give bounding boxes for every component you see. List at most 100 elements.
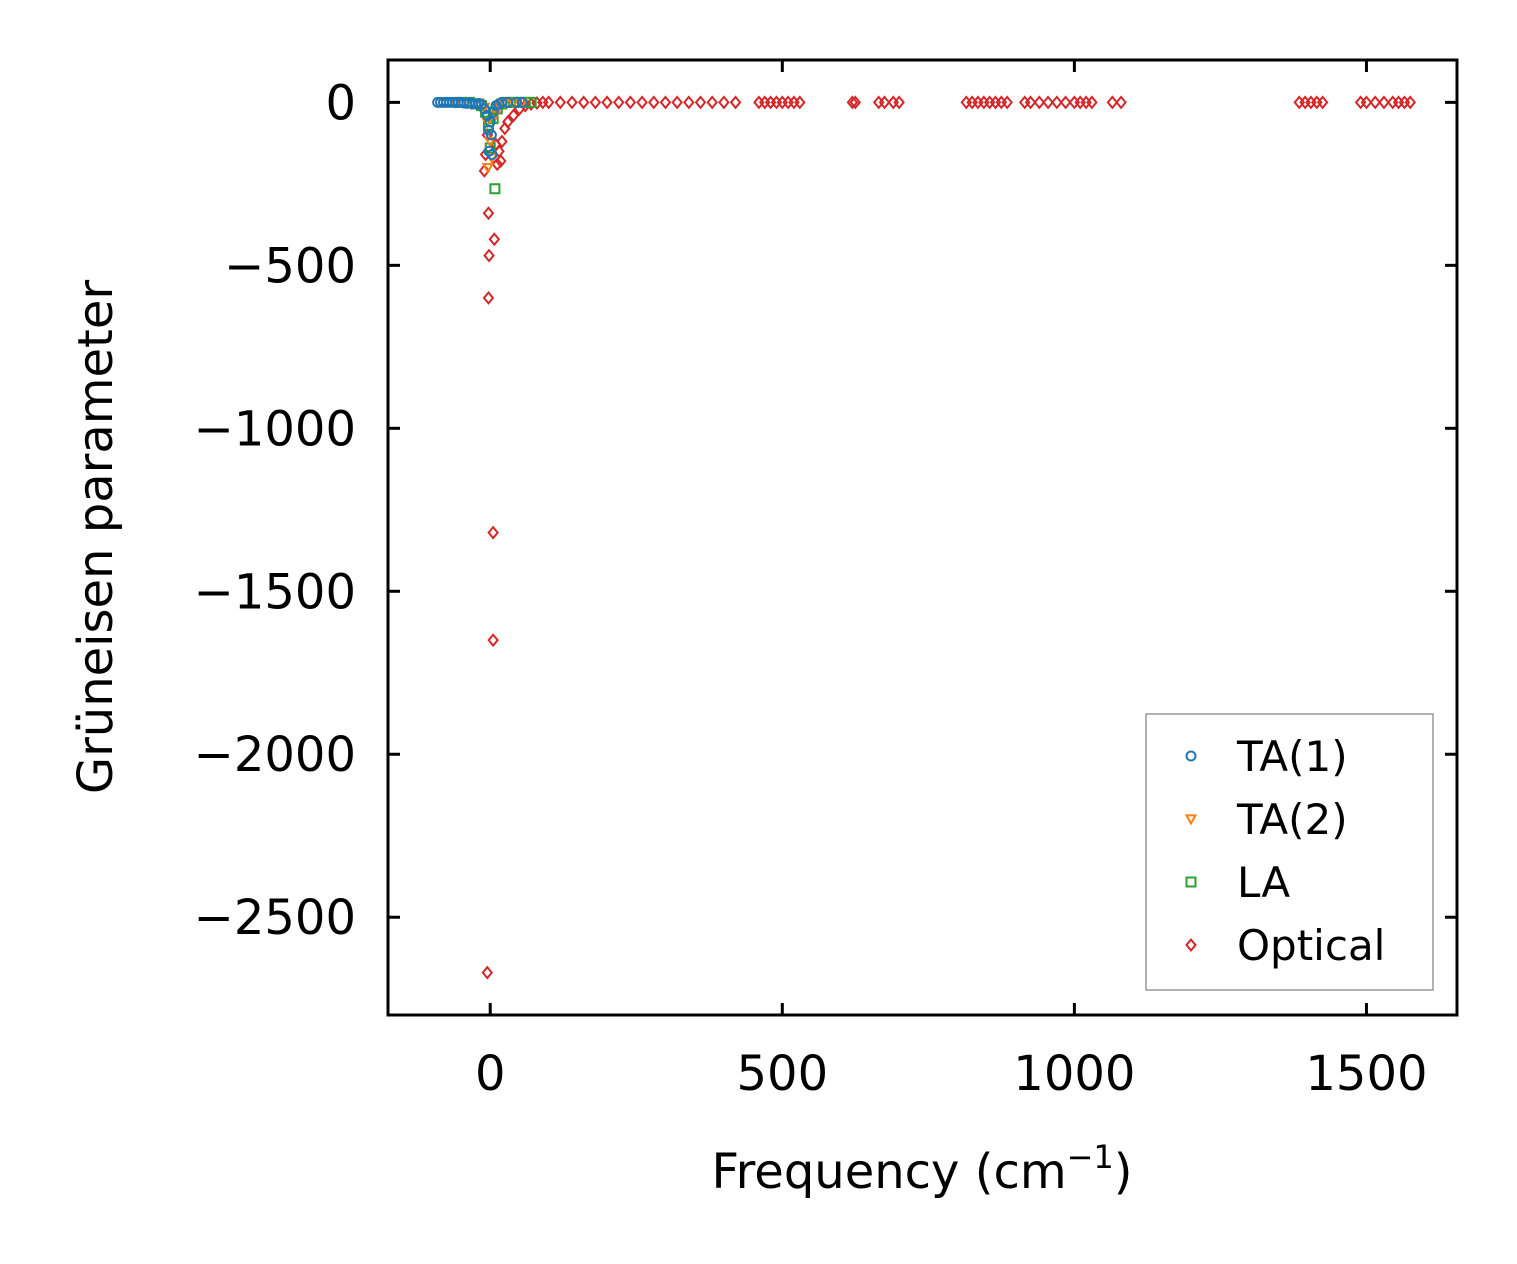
data-point [511, 96, 523, 108]
y-tick-label: −1500 [194, 564, 356, 620]
data-point [483, 145, 495, 157]
data-point [983, 95, 996, 110]
data-point [960, 95, 973, 110]
data-point [1378, 95, 1390, 110]
data-point [484, 136, 497, 149]
data-point [659, 95, 672, 110]
data-point [624, 95, 637, 110]
data-point [481, 162, 495, 175]
data-point [1299, 95, 1311, 110]
legend-label: Optical [1237, 921, 1385, 970]
data-point [1392, 95, 1405, 110]
data-point [1024, 95, 1037, 110]
data-point [489, 183, 501, 195]
x-tick-label: 1500 [1305, 1046, 1427, 1102]
data-point [758, 95, 771, 110]
data-point [478, 163, 491, 178]
data-point [496, 134, 508, 149]
data-point [481, 109, 493, 121]
y-tick-label: −1000 [194, 401, 356, 457]
data-point [1316, 95, 1329, 110]
data-point [706, 95, 719, 110]
data-point [491, 157, 504, 172]
data-points [432, 95, 1417, 980]
data-point [542, 95, 555, 110]
data-point [1360, 95, 1373, 110]
data-point [516, 96, 528, 108]
data-point [846, 95, 859, 110]
data-point [972, 95, 984, 110]
data-point [487, 106, 499, 118]
x-axis-label-suffix: ) [1114, 1144, 1133, 1200]
data-point [485, 129, 497, 141]
data-point [1086, 95, 1098, 110]
data-point [1404, 95, 1417, 110]
data-point [1001, 95, 1014, 110]
data-point [501, 114, 514, 129]
y-tick-label: 0 [325, 75, 356, 131]
data-point [729, 95, 742, 110]
data-point [481, 965, 494, 980]
data-point [788, 95, 800, 110]
y-axis-label: Grüneisen parameter [68, 280, 124, 795]
legend-marker [1184, 814, 1198, 826]
legend-entry: TA(2) [1184, 795, 1348, 844]
data-point [718, 95, 730, 110]
data-point [566, 95, 578, 110]
data-point [978, 95, 990, 110]
data-point [601, 95, 613, 110]
data-point [482, 290, 495, 305]
data-point [1018, 95, 1031, 110]
data-point [1059, 95, 1072, 110]
data-point [1354, 95, 1367, 110]
data-point [893, 95, 905, 110]
data-point [487, 633, 499, 648]
data-point [589, 95, 602, 110]
legend: TA(1) TA(2) LA Optical [1145, 713, 1434, 991]
y-tick-label: −2500 [194, 890, 356, 946]
data-point [1042, 95, 1054, 110]
x-tick-label: 0 [475, 1046, 506, 1102]
legend-label: TA(1) [1236, 732, 1348, 781]
data-point [486, 149, 498, 161]
data-point [782, 95, 794, 110]
y-tick-label: −500 [224, 238, 356, 294]
data-point [507, 108, 520, 123]
data-point [989, 95, 1002, 110]
axis-ticks: 0 500 1000 1500 0 −500 −1000 −1500 −2000 −2500 [194, 60, 1457, 1102]
data-point [482, 206, 495, 221]
data-point [483, 248, 495, 263]
data-point [1074, 95, 1087, 110]
data-point [794, 95, 806, 110]
data-point [878, 95, 891, 110]
legend-entry: TA(1) [1185, 732, 1348, 781]
plot-frame [386, 58, 1459, 1017]
data-point [487, 525, 499, 540]
legend-entry: Optical [1185, 921, 1385, 970]
data-point [776, 95, 789, 110]
series-optical [478, 95, 1417, 980]
data-point [849, 95, 862, 110]
data-point [764, 95, 777, 110]
data-point [1293, 95, 1306, 110]
data-point [694, 95, 707, 110]
data-point [1106, 95, 1119, 110]
data-point [636, 95, 648, 110]
data-point [1033, 95, 1046, 110]
data-point [554, 95, 567, 110]
data-point [1115, 95, 1127, 110]
data-point [612, 95, 625, 110]
legend-marker [1185, 876, 1197, 888]
data-point [1398, 95, 1411, 110]
legend-marker [1185, 750, 1197, 762]
data-point [671, 95, 683, 110]
legend-marker [1185, 938, 1197, 952]
data-point [966, 95, 978, 110]
legend-label: TA(2) [1236, 795, 1348, 844]
data-point [577, 95, 590, 110]
y-tick-label: −2000 [194, 727, 356, 783]
data-point [488, 232, 501, 247]
data-point [1369, 95, 1382, 110]
data-point [753, 95, 765, 110]
